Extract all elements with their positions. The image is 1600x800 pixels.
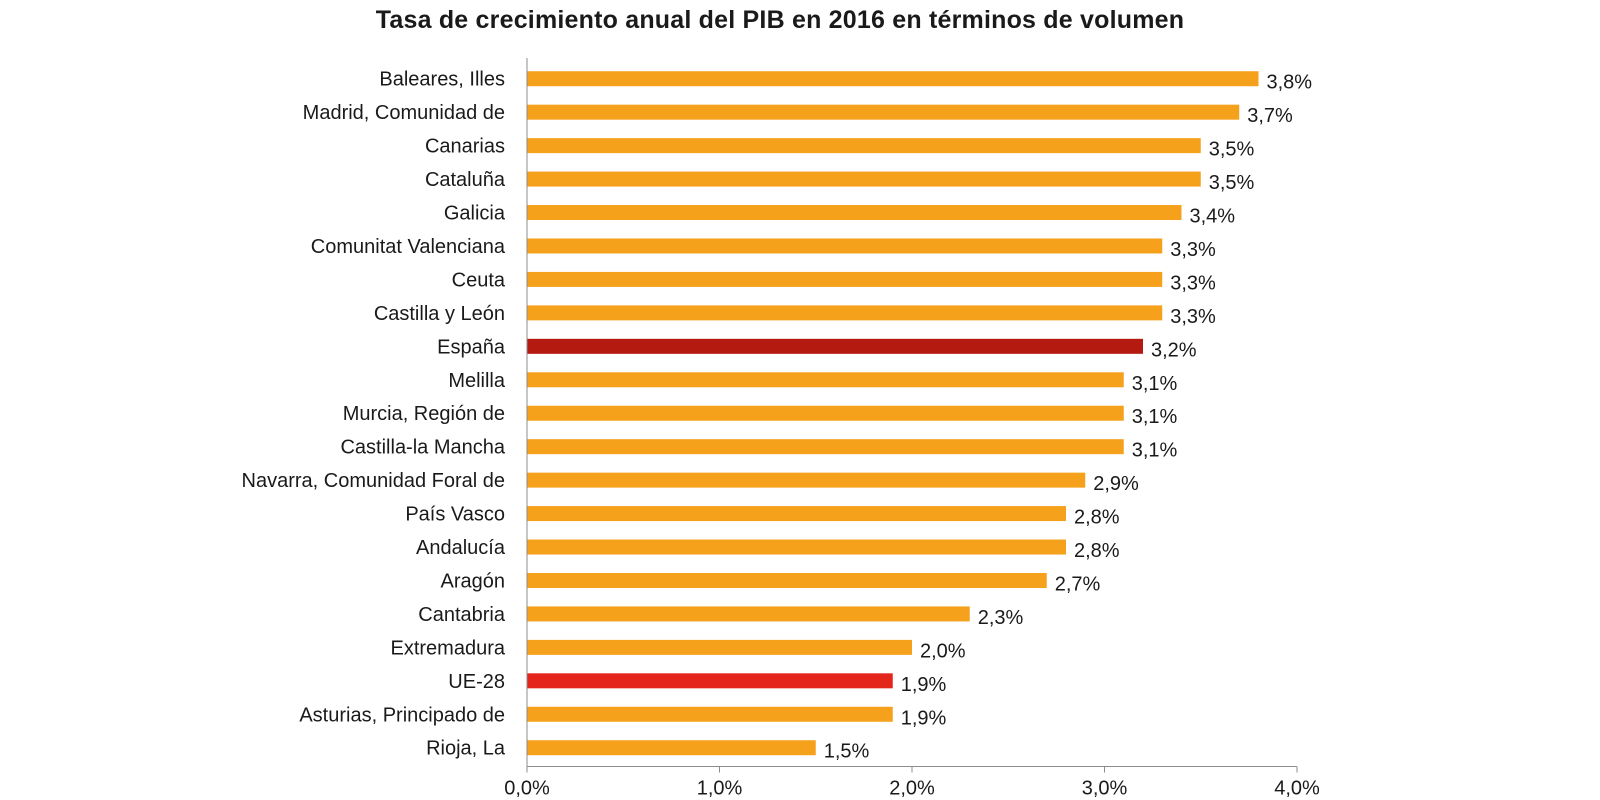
value-label: 1,5%	[824, 741, 870, 763]
category-label: Murcia, Región de	[343, 403, 505, 425]
value-label: 3,4%	[1190, 206, 1236, 228]
category-label: País Vasco	[405, 504, 505, 526]
value-label: 3,1%	[1132, 440, 1178, 462]
value-label: 1,9%	[901, 674, 947, 696]
category-label: Navarra, Comunidad Foral de	[242, 470, 505, 492]
category-label: Asturias, Principado de	[299, 704, 505, 726]
bar	[527, 572, 1047, 588]
value-label: 2,8%	[1074, 507, 1120, 529]
bar	[527, 305, 1163, 321]
category-label: Extremadura	[391, 637, 506, 659]
bar	[527, 639, 912, 655]
x-tick-label: 1,0%	[697, 777, 743, 799]
category-label: Comunitat Valenciana	[311, 236, 506, 258]
bar	[527, 71, 1259, 87]
value-label: 2,9%	[1093, 473, 1139, 495]
bar	[527, 104, 1240, 120]
bar	[527, 138, 1201, 154]
bar	[527, 539, 1066, 555]
category-label: UE-28	[448, 671, 505, 693]
category-label: Ceuta	[452, 269, 506, 291]
value-label: 1,9%	[901, 707, 947, 729]
value-label: 3,3%	[1170, 272, 1216, 294]
bar	[527, 271, 1163, 287]
bar	[527, 506, 1066, 522]
x-tick-label: 4,0%	[1274, 777, 1320, 799]
category-label: Castilla y León	[374, 303, 505, 325]
category-label: Baleares, Illes	[379, 69, 505, 91]
value-label: 3,1%	[1132, 373, 1178, 395]
bar	[527, 238, 1163, 254]
category-label: Aragón	[441, 570, 506, 592]
bar	[527, 439, 1124, 455]
x-axis: 0,0% 1,0% 2,0% 3,0% 4,0%	[504, 58, 1320, 799]
value-label: 3,7%	[1247, 105, 1293, 127]
category-label: Cataluña	[425, 169, 506, 191]
bar	[527, 673, 893, 689]
value-label: 3,2%	[1151, 339, 1197, 361]
category-label: Rioja, La	[426, 738, 506, 760]
x-tick-label: 0,0%	[504, 777, 550, 799]
value-label: 2,7%	[1055, 573, 1101, 595]
value-label: 3,3%	[1170, 239, 1216, 261]
bar	[527, 205, 1182, 221]
bar	[527, 706, 893, 722]
bar	[527, 472, 1086, 488]
category-label: Canarias	[425, 136, 505, 158]
bar	[527, 338, 1143, 354]
category-label: Galicia	[444, 203, 506, 225]
category-label: España	[437, 336, 506, 358]
x-tick-label: 3,0%	[1082, 777, 1128, 799]
bars-group: Baleares, Illes 3,8% Madrid, Comunidad de 3…	[242, 69, 1313, 763]
category-label: Castilla-la Mancha	[340, 437, 505, 459]
value-label: 2,3%	[978, 607, 1024, 629]
bar	[527, 740, 816, 756]
category-label: Andalucía	[416, 537, 506, 559]
bar	[527, 606, 970, 622]
bar	[527, 171, 1201, 187]
bar	[527, 372, 1124, 388]
value-label: 3,5%	[1209, 172, 1255, 194]
chart-title: Tasa de crecimiento anual del PIB en 201…	[375, 6, 1185, 34]
value-label: 3,3%	[1170, 306, 1216, 328]
value-label: 2,0%	[920, 640, 966, 662]
value-label: 2,8%	[1074, 540, 1120, 562]
value-label: 3,8%	[1267, 72, 1313, 94]
bar	[527, 405, 1124, 421]
x-tick-label: 2,0%	[889, 777, 935, 799]
category-label: Cantabria	[418, 604, 506, 626]
value-label: 3,5%	[1209, 139, 1255, 161]
value-label: 3,1%	[1132, 406, 1178, 428]
category-label: Madrid, Comunidad de	[303, 102, 505, 124]
category-label: Melilla	[448, 370, 506, 392]
